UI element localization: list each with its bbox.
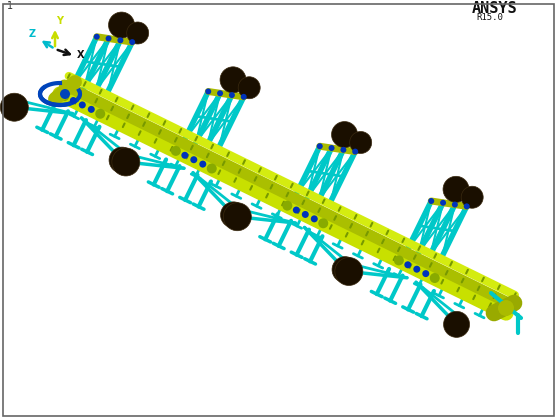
Circle shape xyxy=(329,145,335,151)
Circle shape xyxy=(171,146,181,156)
Text: 1: 1 xyxy=(7,1,13,11)
Text: Z: Z xyxy=(29,29,36,39)
Circle shape xyxy=(452,202,458,207)
Circle shape xyxy=(207,163,217,173)
Circle shape xyxy=(350,132,372,153)
Circle shape xyxy=(331,122,358,147)
Circle shape xyxy=(199,160,206,168)
Circle shape xyxy=(394,256,404,265)
Circle shape xyxy=(302,211,309,218)
Circle shape xyxy=(498,300,514,316)
Circle shape xyxy=(340,147,347,153)
Circle shape xyxy=(440,200,446,206)
Circle shape xyxy=(335,258,363,285)
Circle shape xyxy=(94,34,100,40)
Circle shape xyxy=(461,186,483,208)
Circle shape xyxy=(220,67,246,93)
Circle shape xyxy=(282,201,292,211)
Circle shape xyxy=(112,148,140,176)
Circle shape xyxy=(405,261,411,268)
Circle shape xyxy=(223,203,251,231)
Circle shape xyxy=(88,106,95,113)
Circle shape xyxy=(444,311,469,337)
Circle shape xyxy=(229,92,235,98)
Circle shape xyxy=(332,256,358,283)
Text: ANSYS: ANSYS xyxy=(472,1,518,16)
Circle shape xyxy=(311,215,318,222)
Circle shape xyxy=(413,266,420,273)
Circle shape xyxy=(464,203,470,210)
Circle shape xyxy=(220,202,247,228)
Circle shape xyxy=(352,149,358,155)
Circle shape xyxy=(108,12,134,38)
Text: R15.0: R15.0 xyxy=(476,13,503,22)
Circle shape xyxy=(181,152,188,159)
Circle shape xyxy=(95,109,105,119)
Circle shape xyxy=(1,93,28,121)
Text: Y: Y xyxy=(56,16,63,26)
Circle shape xyxy=(79,101,86,109)
Circle shape xyxy=(117,37,123,43)
Circle shape xyxy=(105,36,112,41)
Circle shape xyxy=(60,89,70,99)
Circle shape xyxy=(238,77,260,99)
Circle shape xyxy=(70,97,77,104)
Circle shape xyxy=(127,22,148,44)
Circle shape xyxy=(59,91,69,101)
Circle shape xyxy=(205,88,211,94)
Circle shape xyxy=(109,147,135,173)
Circle shape xyxy=(129,39,135,45)
Circle shape xyxy=(443,176,469,202)
Circle shape xyxy=(240,94,247,100)
Circle shape xyxy=(428,198,434,204)
Circle shape xyxy=(430,273,440,283)
Text: X: X xyxy=(77,50,84,60)
Circle shape xyxy=(422,270,429,277)
Circle shape xyxy=(217,90,223,96)
Circle shape xyxy=(293,207,300,214)
Circle shape xyxy=(317,143,323,149)
Circle shape xyxy=(318,218,328,228)
Circle shape xyxy=(190,156,198,163)
